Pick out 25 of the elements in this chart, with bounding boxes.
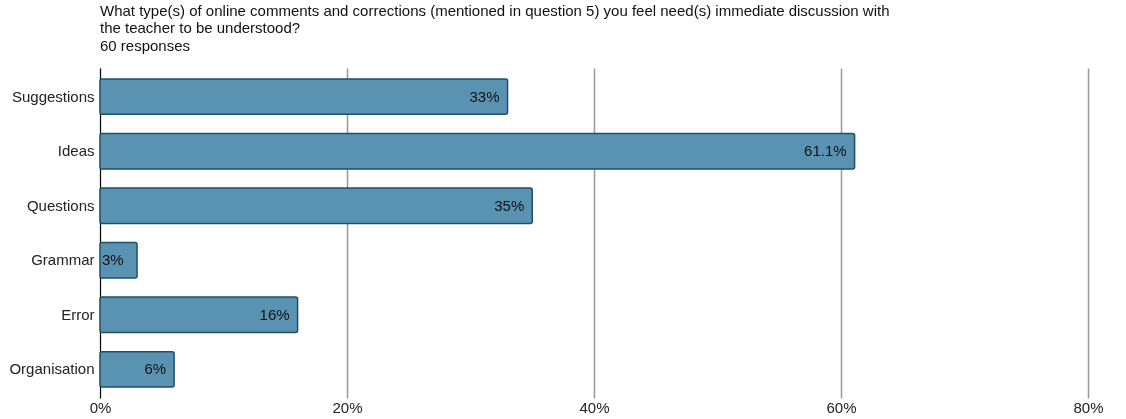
chart-title: What type(s) of online comments and corrections (mentioned in question 5) you feel need(s) immediate discussion with the teacher to be understood? xyxy=(100,2,890,36)
bar xyxy=(99,350,175,388)
x-tick-label: 40% xyxy=(579,398,610,416)
x-tick-label: 60% xyxy=(826,398,857,416)
data-label: 35% xyxy=(494,196,525,214)
y-tick-label: Questions xyxy=(26,196,95,214)
data-label: 3% xyxy=(102,251,124,269)
x-tick-label: 0% xyxy=(89,398,112,416)
bar xyxy=(99,132,856,170)
y-tick-label: Ideas xyxy=(57,142,95,160)
x-tick-label: 20% xyxy=(332,398,363,416)
y-tick-label: Grammar xyxy=(31,251,95,269)
bar xyxy=(99,296,299,334)
bar xyxy=(99,241,138,279)
chart-subtitle: 60 responses xyxy=(100,37,191,54)
y-tick-label: Suggestions xyxy=(11,87,95,105)
data-label: 6% xyxy=(144,360,167,378)
bar xyxy=(99,187,533,225)
x-tick-label: 80% xyxy=(1073,398,1104,416)
y-tick-label: Error xyxy=(61,305,95,323)
data-label: 61.1% xyxy=(804,142,847,160)
y-tick-label: Organisation xyxy=(9,360,95,378)
data-label: 33% xyxy=(469,87,500,105)
bar xyxy=(99,78,509,116)
data-label: 16% xyxy=(259,305,290,323)
